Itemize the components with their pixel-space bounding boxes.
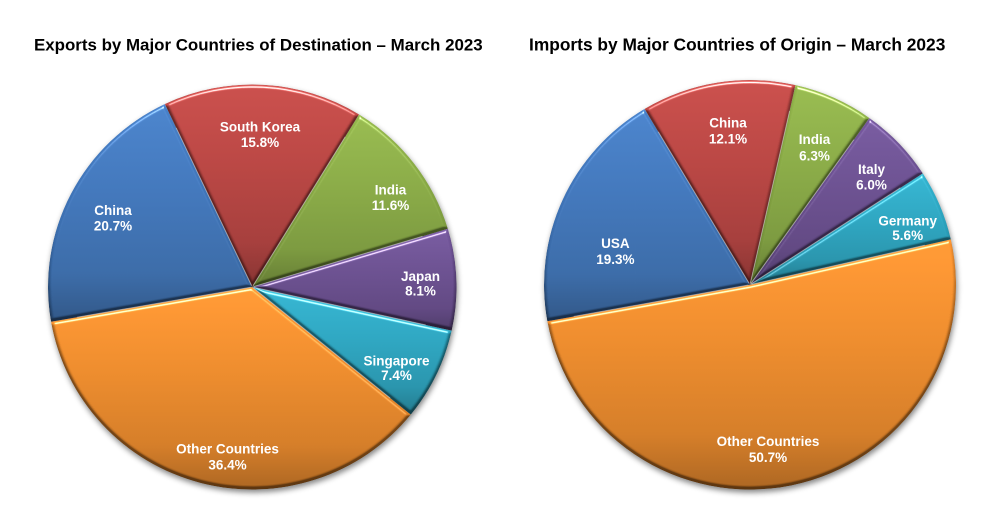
svg-text:India: India [375,183,407,198]
svg-text:USA: USA [601,236,630,251]
svg-text:Imports by Major Countries of: Imports by Major Countries of Origin – M… [529,35,946,55]
svg-text:36.4%: 36.4% [208,458,246,473]
svg-text:Italy: Italy [858,162,886,177]
svg-text:6.3%: 6.3% [799,149,830,164]
svg-text:15.8%: 15.8% [241,135,279,150]
svg-text:Singapore: Singapore [363,354,430,369]
svg-text:12.1%: 12.1% [709,132,747,147]
svg-text:11.6%: 11.6% [372,198,410,213]
svg-text:China: China [709,116,747,131]
svg-text:5.6%: 5.6% [892,228,923,243]
svg-text:China: China [94,203,132,218]
svg-text:South Korea: South Korea [220,120,301,135]
svg-text:Japan: Japan [401,269,440,284]
svg-text:7.4%: 7.4% [381,368,412,383]
svg-text:6.0%: 6.0% [856,177,887,192]
svg-text:Germany: Germany [878,214,937,229]
svg-text:50.7%: 50.7% [749,450,787,465]
svg-text:19.3%: 19.3% [596,252,634,267]
svg-text:8.1%: 8.1% [405,284,436,299]
svg-text:20.7%: 20.7% [94,219,132,234]
svg-text:Other Countries: Other Countries [717,434,820,449]
svg-text:Other Countries: Other Countries [176,442,279,457]
svg-text:India: India [799,132,831,147]
svg-text:Exports by Major Countries of: Exports by Major Countries of Destinatio… [34,36,483,55]
